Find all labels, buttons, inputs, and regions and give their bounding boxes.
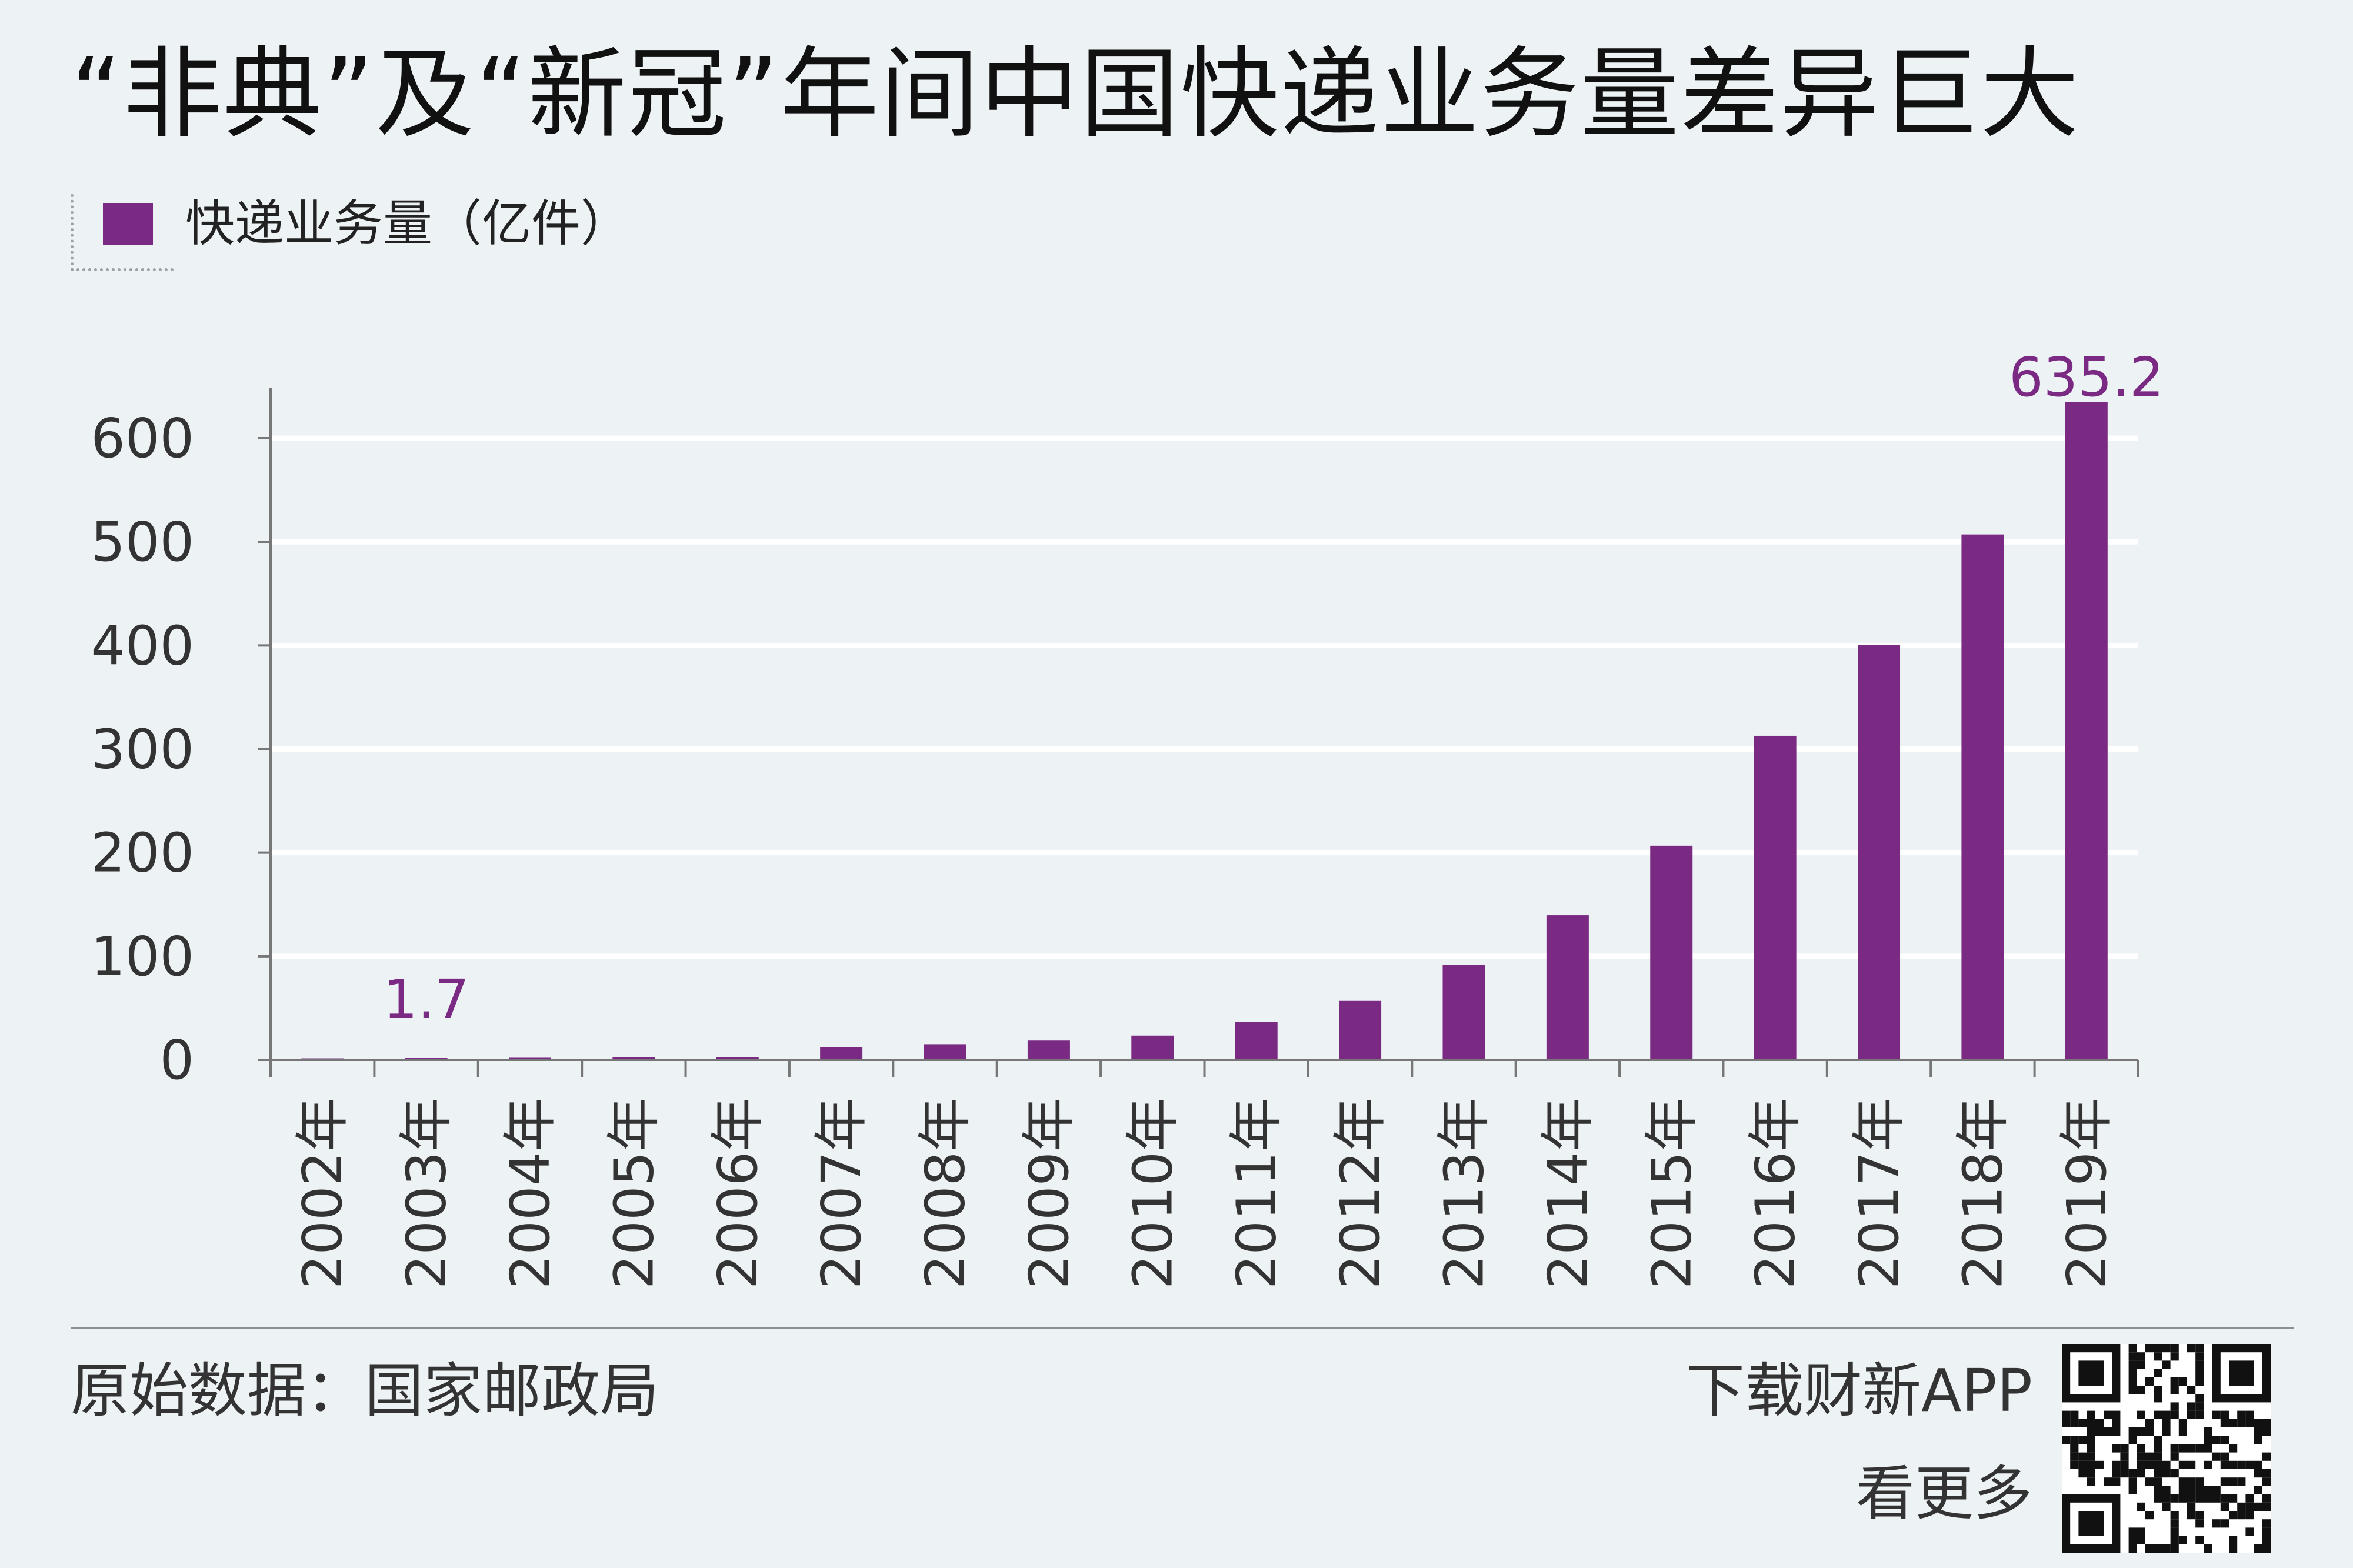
x-tick-label: 2008年: [914, 1097, 977, 1289]
bar-2013年: [1442, 965, 1485, 1060]
x-tick-label: 2003年: [395, 1097, 458, 1289]
download-app-text[interactable]: 下载财新APP: [1685, 1356, 2032, 1425]
bar-chart: 0 100 200 300 400 500 600 2002年 2003年 2004年 2005年 2…: [91, 346, 2164, 1289]
legend-swatch: [103, 203, 153, 245]
bar-2008年: [924, 1044, 966, 1060]
footer-divider: [71, 1327, 2294, 1329]
y-tick-label: 300: [91, 718, 194, 781]
x-tick-label: 2011年: [1225, 1097, 1288, 1289]
bar-2007年: [820, 1047, 863, 1060]
x-tick-label: 2014年: [1537, 1097, 1599, 1289]
bar-2011年: [1235, 1022, 1278, 1060]
x-tick-label: 2006年: [706, 1097, 769, 1289]
bar-2010年: [1131, 1035, 1174, 1060]
bar-2014年: [1546, 915, 1589, 1060]
legend-box: [71, 194, 174, 271]
x-tick-label: 2010年: [1121, 1097, 1184, 1289]
x-tick-label: 2017年: [1848, 1097, 1911, 1289]
x-tick-label: 2009年: [1018, 1097, 1081, 1289]
x-tick-label: 2019年: [2055, 1097, 2118, 1289]
bar-2015年: [1650, 845, 1693, 1060]
x-tick-label: 2007年: [810, 1097, 873, 1289]
x-tick-label: 2013年: [1432, 1097, 1495, 1289]
chart-title: “非典”及“新冠”年间中国快递业务量差异巨大: [71, 36, 2081, 152]
x-tick-label: 2015年: [1640, 1097, 1703, 1289]
bar-2006年: [716, 1057, 759, 1060]
y-tick-label: 500: [91, 511, 194, 573]
data-label: 635.2: [2009, 346, 2164, 409]
y-tick-label: 0: [159, 1029, 194, 1092]
bar-2009年: [1027, 1040, 1070, 1060]
x-tick-label: 2016年: [1744, 1097, 1807, 1289]
legend-label: 快递业务量（亿件）: [185, 195, 631, 252]
x-tick-label: 2012年: [1329, 1097, 1392, 1289]
bar-2019年: [2065, 401, 2108, 1060]
y-tick-label: 100: [91, 925, 194, 988]
x-tick-label: 2018年: [1951, 1097, 2014, 1289]
bar-2012年: [1339, 1000, 1382, 1060]
x-tick-label: 2005年: [602, 1097, 665, 1289]
bar-2017年: [1858, 645, 1901, 1060]
see-more-text[interactable]: 看更多: [1856, 1459, 2032, 1528]
bar-2016年: [1754, 735, 1797, 1060]
data-label: 1.7: [383, 968, 469, 1031]
y-tick-label: 400: [91, 614, 194, 677]
bar-2005年: [612, 1057, 655, 1060]
x-tick-label: 2002年: [291, 1097, 354, 1289]
x-tick-label: 2004年: [499, 1097, 562, 1289]
qr-code-icon[interactable]: [2062, 1344, 2271, 1553]
y-tick-label: 600: [91, 407, 194, 470]
data-source: 原始数据：国家邮政局: [71, 1356, 659, 1425]
bar-2018年: [1961, 534, 2004, 1060]
y-tick-label: 200: [91, 822, 194, 885]
